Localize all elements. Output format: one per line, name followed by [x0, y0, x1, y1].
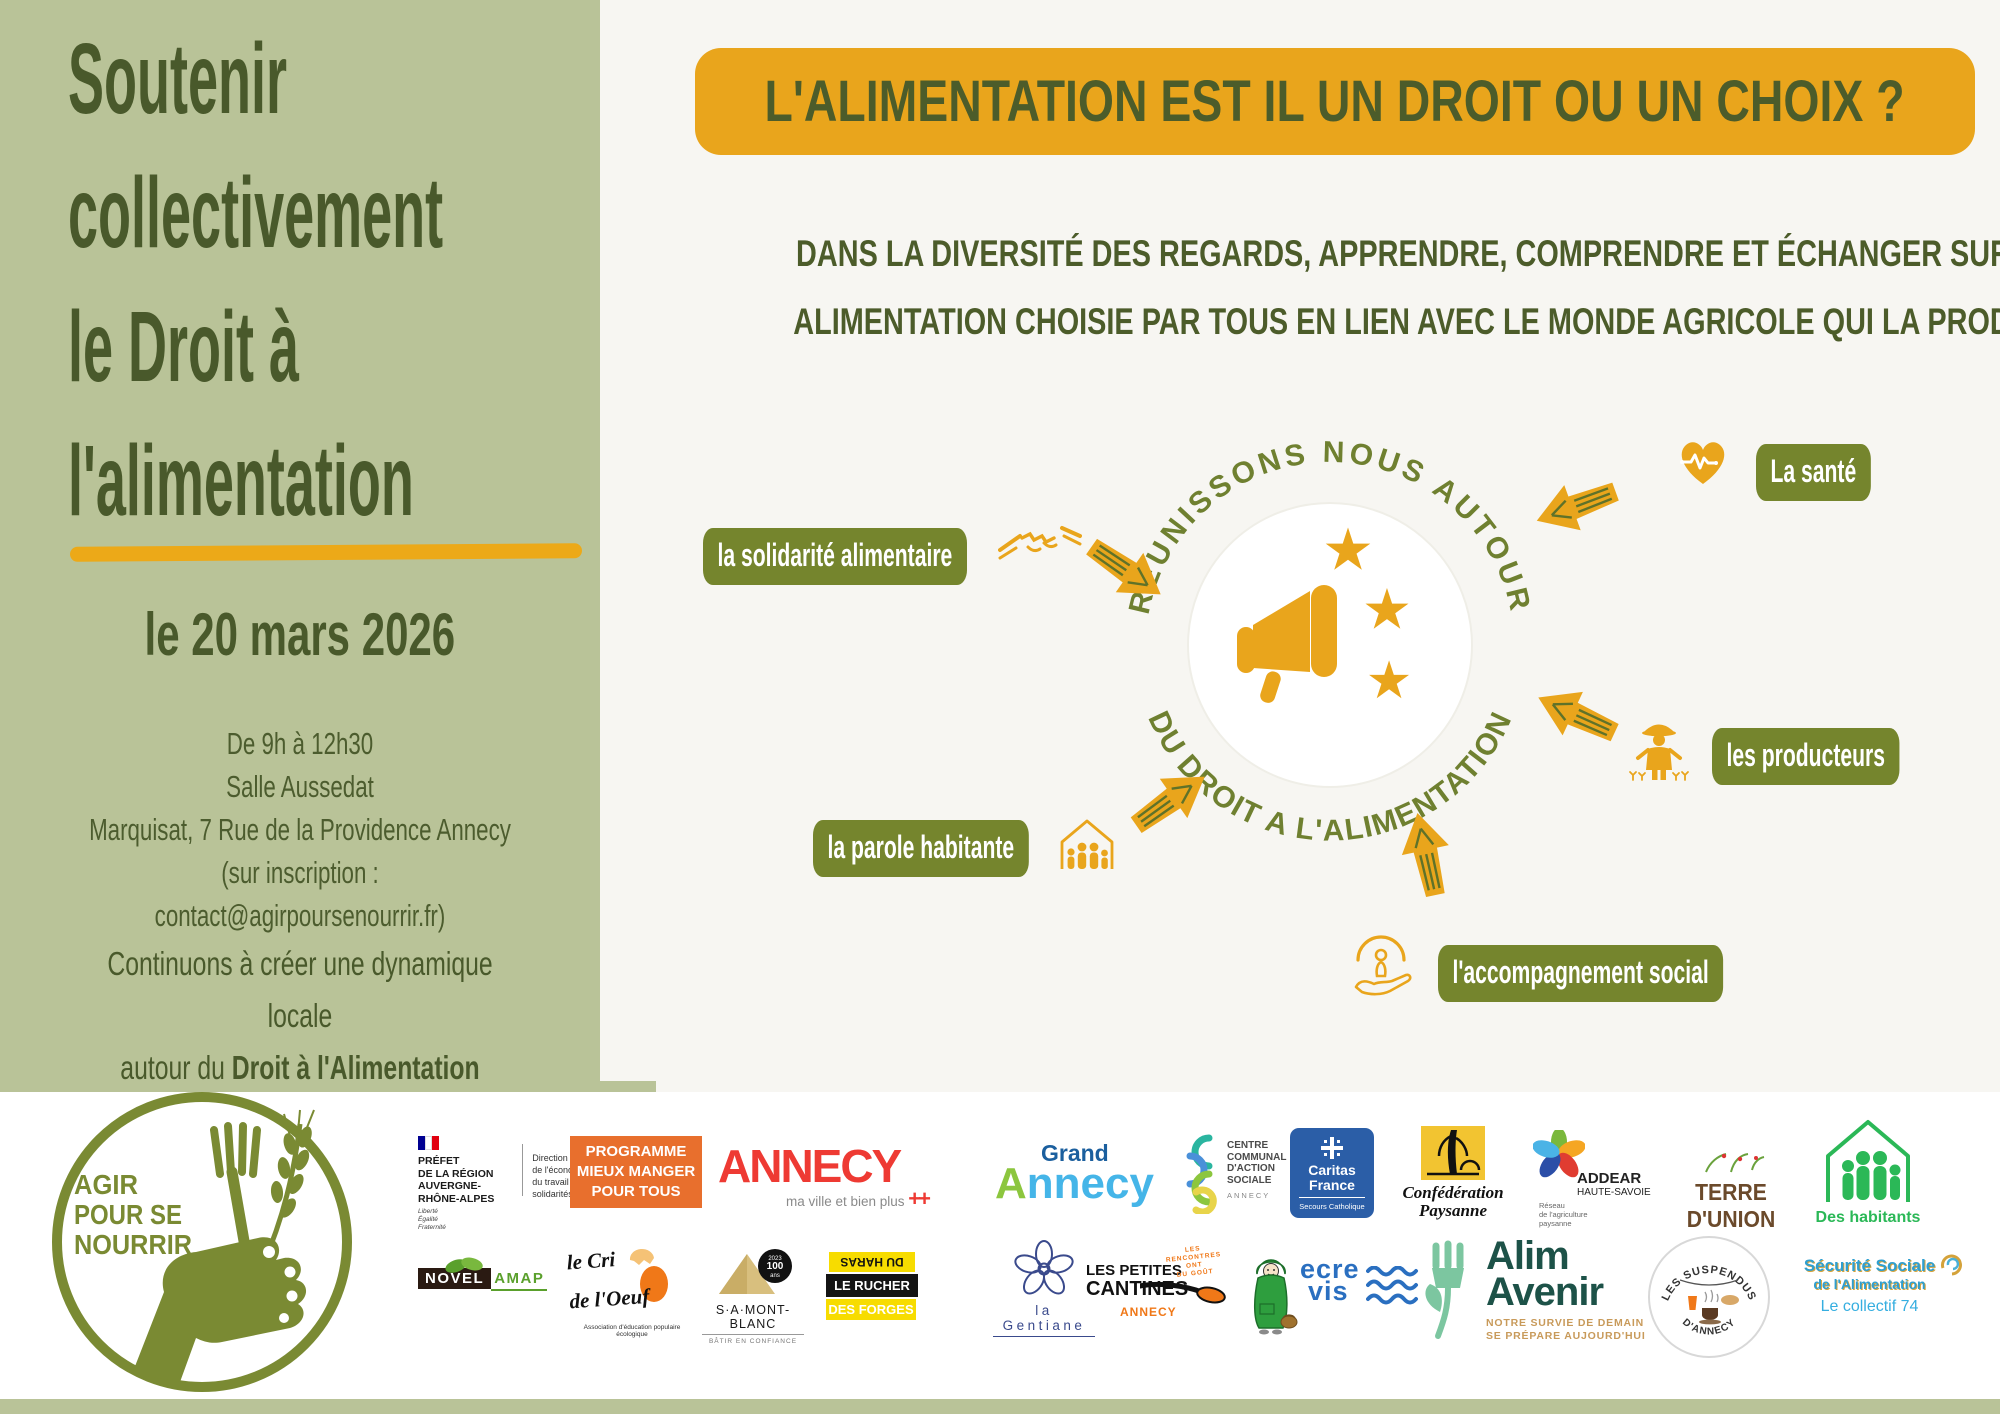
confederation-emblem	[1421, 1126, 1485, 1180]
fork-icon	[210, 1122, 261, 1270]
caritas-cross-icon	[1321, 1136, 1343, 1159]
agir-word: NOURRIR	[74, 1229, 192, 1260]
farmer-icon	[1629, 724, 1689, 781]
handshake-icon	[998, 526, 1082, 560]
hub-megaphone-graphic: RÉUNISSONS NOUS AUTOUR DU DROIT A L'ALIM…	[1123, 436, 1533, 848]
agir-word: AGIR	[74, 1169, 138, 1200]
des-habitants-logo: Des habitants	[1812, 1114, 1924, 1227]
cri-de-loeuf-logo: le Cri de l'Oeuf Association d'éducation…	[565, 1247, 681, 1338]
cantines-arc-text: LES RENCONTRES ONT DU GOÛT	[1165, 1245, 1222, 1279]
suspendus-annecy-logo: LES SUSPENDUS D'ANNECY	[1648, 1236, 1770, 1358]
event-registration: (sur inscription : contact@agirpoursenou…	[154, 855, 446, 933]
care-hand-icon	[1354, 935, 1412, 996]
topic-parole: la parole habitante	[813, 820, 1029, 877]
bottom-green-bar	[0, 1399, 2000, 1414]
novel-leaves-icon	[445, 1257, 483, 1273]
annecy-tagline: ma ville et bien plus ++	[785, 1186, 931, 1211]
title-line: collectivement	[68, 157, 444, 269]
programme-mieux-manger-logo: PROGRAMME MIEUX MANGER POUR TOUS	[570, 1136, 702, 1208]
rucher-des-forges-logo: DU HARAS LE RUCHER DES FORGES	[826, 1252, 918, 1320]
title-line: l'alimentation	[68, 425, 414, 537]
title-line: le Droit à	[68, 291, 300, 403]
arrow-sante-icon	[1536, 482, 1619, 531]
svg-text:★: ★	[1366, 652, 1413, 710]
banner: L'ALIMENTATION EST IL UN DROIT OU UN CHO…	[695, 48, 1975, 155]
arrow-accompagnement-icon	[1401, 813, 1449, 898]
gentiane-flower-icon	[1014, 1240, 1074, 1295]
mont-blanc-pyramid-icon: 2023 100 ans	[719, 1249, 792, 1294]
agir-word: POUR SE	[74, 1199, 182, 1230]
poster-title: Soutenir collectivement le Droit à l'ali…	[68, 12, 443, 548]
fork-plant-icon	[1425, 1240, 1464, 1339]
grand-annecy-logo: Grand Annecy	[995, 1140, 1154, 1208]
subtitle-line-2: ALIMENTATION CHOISIE PAR TOUS EN LIEN AV…	[793, 301, 2000, 342]
ecrevis-logo: ecre vis	[1300, 1256, 1418, 1316]
banner-title: L'ALIMENTATION EST IL UN DROIT OU UN CHO…	[764, 69, 1906, 134]
terre-union-plants-icon	[1705, 1153, 1765, 1173]
addear-logo: ADDEAR HAUTE-SAVOIE Réseau de l'agricult…	[1533, 1130, 1653, 1228]
megaphone-icon	[1237, 585, 1337, 703]
event-address: Marquisat, 7 Rue de la Providence Annecy	[89, 812, 511, 847]
ccas-annecy-logo: CENTRE COMMUNAL D'ACTION SOCIALE ANNECY	[1176, 1126, 1288, 1214]
house-family-icon	[1060, 819, 1114, 869]
topic-solidarite: la solidarité alimentaire	[703, 528, 967, 585]
event-details: De 9h à 12h30 Salle Aussedat Marquisat, …	[84, 722, 516, 937]
sa-mont-blanc-logo: 2023 100 ans S·A·MONT-BLANC BÂTIR EN CON…	[693, 1248, 813, 1345]
event-venue: Salle Aussedat	[226, 769, 374, 804]
agir-pour-se-nourrir-logo: AGIR POUR SE NOURRIR	[52, 1092, 352, 1392]
sidebar-bottom-strip	[0, 1081, 656, 1092]
svg-text:LES SUSPENDUS: LES SUSPENDUS	[1660, 1264, 1759, 1303]
hand-icon	[132, 1237, 307, 1382]
arrow-solidarite-icon	[1086, 538, 1161, 595]
waves-icon	[1366, 1266, 1418, 1305]
spoon-icon	[1140, 1281, 1226, 1304]
ccas-knot-icon	[1186, 1134, 1217, 1214]
event-date: le 20 mars 2026	[144, 601, 456, 668]
title-line: Soutenir	[68, 23, 288, 135]
annecy-logo: ANNECY ma ville et bien plus ++	[718, 1140, 931, 1212]
topic-producteurs: les producteurs	[1712, 728, 1900, 785]
arrow-producteurs-icon	[1538, 691, 1619, 742]
annecy-wordmark: ANNECY	[718, 1140, 902, 1192]
terre-union-logo: TERRE D'UNION	[1650, 1150, 1812, 1233]
addear-petals-icon	[1533, 1130, 1585, 1178]
event-time: De 9h à 12h30	[226, 726, 374, 761]
drinks-icons	[1688, 1289, 1739, 1325]
svg-text:100: 100	[767, 1261, 784, 1272]
caritas-logo: Caritas France Secours Catholique	[1290, 1128, 1374, 1218]
confederation-paysanne-logo: Confédération Paysanne	[1398, 1126, 1508, 1220]
svg-text:★: ★	[1362, 578, 1412, 641]
svg-text:ans: ans	[770, 1273, 780, 1279]
svg-text:★: ★	[1322, 518, 1374, 583]
closing-message: Continuons à créer une dynamique locale …	[107, 945, 493, 1086]
agir-logo-graphic: AGIR POUR SE NOURRIR	[74, 1109, 315, 1382]
egg-icon	[629, 1248, 668, 1302]
novel-amap-logo: NOVEL AMAP	[418, 1257, 563, 1291]
ssa-swirl-icon	[1941, 1254, 1962, 1276]
annecy-plus: ++	[908, 1186, 931, 1211]
heart-pulse-icon	[1680, 442, 1725, 484]
green-hooded-figure-illustration	[1254, 1259, 1298, 1335]
alim-avenir-logo: Alim Avenir NOTRE SURVIE DE DEMAIN SE PR…	[1420, 1236, 1648, 1350]
securite-sociale-alimentation-logo: Sécurité Sociale de l'Alimentation Le co…	[1772, 1254, 1967, 1316]
divider	[522, 1144, 524, 1196]
subtitle-line-1: DANS LA DIVERSITÉ DES REGARDS, APPRENDRE…	[796, 233, 2000, 274]
arrow-parole-icon	[1130, 776, 1205, 833]
suspendus-top-text: LES SUSPENDUS	[1660, 1264, 1758, 1303]
la-gentiane-logo: la Gentiane	[993, 1240, 1095, 1337]
habitants-house-icon	[1826, 1120, 1910, 1202]
topic-accompagnement: l'accompagnement social	[1438, 945, 1724, 1002]
stars-icon: ★ ★ ★	[1322, 518, 1412, 711]
french-flag-icon	[418, 1136, 439, 1150]
svg-text:2023: 2023	[768, 1256, 782, 1262]
petites-cantines-logo: LES RENCONTRES ONT DU GOÛT LES PETITES C…	[1086, 1245, 1226, 1336]
topic-sante: La santé	[1756, 444, 1871, 501]
